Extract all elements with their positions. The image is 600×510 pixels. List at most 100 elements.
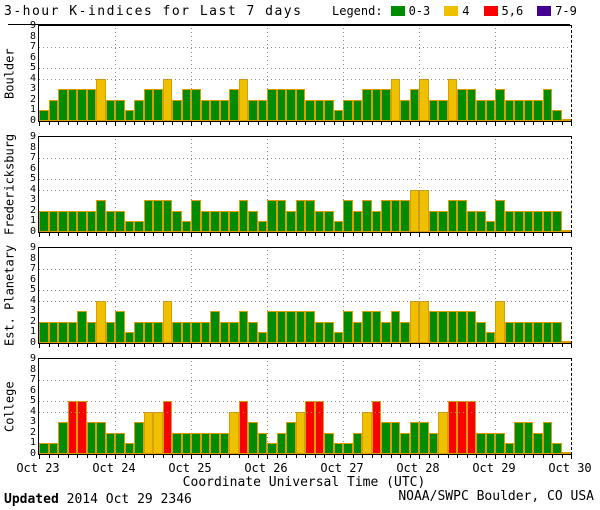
y-axis-tick-label: 7 <box>29 374 36 385</box>
x-axis-tick <box>220 122 221 125</box>
kindex-panel-est-planetary: 0 1 2 3 4 5 6 7 8 9 Est. Planetary <box>3 243 572 348</box>
x-axis-tick <box>543 122 544 125</box>
x-axis-tick <box>353 122 354 125</box>
k-index-bar <box>229 322 239 343</box>
k-index-bar <box>115 311 125 343</box>
k-index-bar <box>457 311 467 343</box>
kindex-panel-fredericksburg: 0 1 2 3 4 5 6 7 8 9 Fredericksburg <box>3 132 572 237</box>
x-axis-tick <box>286 344 287 347</box>
x-axis-tick <box>191 455 192 459</box>
x-axis-tick <box>429 233 430 236</box>
x-axis-tick <box>419 233 420 237</box>
k-index-bar <box>362 200 372 232</box>
k-index-bar <box>533 322 543 343</box>
x-axis-tick <box>115 455 116 459</box>
k-index-bar <box>153 89 163 121</box>
k-index-bar <box>39 322 49 343</box>
k-index-bar <box>124 443 134 454</box>
y-axis-tick-label: 9 <box>29 353 36 364</box>
y-axis-tick-label: 8 <box>29 31 36 42</box>
x-axis-tick <box>96 344 97 347</box>
k-index-bar <box>219 322 229 343</box>
x-axis-tick <box>486 455 487 458</box>
k-index-bar <box>77 401 87 454</box>
k-index-bar <box>86 211 96 232</box>
x-axis-tick <box>457 344 458 347</box>
legend-item-label: 0-3 <box>408 4 431 18</box>
x-axis-tick <box>39 122 40 126</box>
x-axis-tick <box>362 344 363 347</box>
x-axis-tick <box>286 233 287 236</box>
k-index-bar <box>105 211 115 232</box>
y-axis-tick-label: 3 <box>29 83 36 94</box>
x-axis-tick <box>315 455 316 458</box>
k-index-bar <box>371 211 381 232</box>
k-index-bar <box>248 100 258 121</box>
k-index-bar <box>457 89 467 121</box>
v-gridline-day <box>115 359 116 454</box>
k-index-bar <box>105 433 115 454</box>
k-index-bar <box>438 311 448 343</box>
x-axis-tick <box>343 233 344 237</box>
k-index-bar <box>400 433 410 454</box>
x-axis-tick <box>267 344 268 348</box>
k-index-bar <box>561 230 571 232</box>
x-axis-tick <box>372 455 373 458</box>
x-axis-tick <box>296 122 297 125</box>
x-axis-tick <box>305 344 306 347</box>
k-index-bar <box>267 311 277 343</box>
k-index-bar <box>561 452 571 454</box>
k-index-bar <box>162 401 172 454</box>
x-axis-tick <box>125 233 126 236</box>
x-axis-tick <box>505 344 506 347</box>
x-axis-tick <box>106 455 107 458</box>
x-axis-tick <box>68 233 69 236</box>
k-index-bar <box>466 401 476 454</box>
x-axis-tick <box>220 455 221 458</box>
v-gridline-day <box>343 248 344 343</box>
k-index-bar <box>39 211 49 232</box>
k-index-bar <box>428 311 438 343</box>
k-index-bar <box>314 211 324 232</box>
header-separator-line <box>8 24 570 25</box>
k-index-bar <box>181 89 191 121</box>
x-axis-day-label: Oct 24 <box>92 461 136 475</box>
k-index-bar <box>533 211 543 232</box>
k-index-bar <box>305 311 315 343</box>
x-axis-tick <box>182 122 183 125</box>
y-axis-tick-label: 8 <box>29 364 36 375</box>
y-axis-tick-label: 0 <box>29 337 36 348</box>
k-index-bar <box>371 89 381 121</box>
v-gridline-day <box>495 137 496 232</box>
k-index-bar <box>210 311 220 343</box>
k-index-bar <box>409 190 419 232</box>
v-gridline-day <box>343 359 344 454</box>
k-index-bar <box>143 322 153 343</box>
legend-item-7-9: 7-9 <box>537 4 577 18</box>
x-axis-tick <box>153 122 154 125</box>
h-gridline-k7 <box>39 158 571 159</box>
x-axis-tick <box>381 122 382 125</box>
k-index-bar <box>400 100 410 121</box>
k-index-bar <box>39 443 49 454</box>
k-index-bar <box>181 433 191 454</box>
x-axis-tick <box>267 455 268 459</box>
v-gridline-day <box>419 137 420 232</box>
x-axis-tick <box>381 233 382 236</box>
k-index-bar <box>381 322 391 343</box>
x-axis-tick <box>505 122 506 125</box>
x-axis-tick <box>533 344 534 347</box>
x-axis-tick <box>172 122 173 125</box>
y-axis-tick-label: 4 <box>29 184 36 195</box>
x-axis-tick <box>58 455 59 458</box>
x-axis-tick <box>172 344 173 347</box>
station-label: College <box>2 381 17 432</box>
x-axis-tick <box>324 233 325 236</box>
updated-text: Updated 2014 Oct 29 2346 <box>4 492 192 507</box>
k-index-bar <box>533 433 543 454</box>
k-index-bar <box>466 211 476 232</box>
x-axis-tick <box>448 233 449 236</box>
legend-item-label: 5,6 <box>501 4 524 18</box>
x-axis-tick <box>229 233 230 236</box>
x-axis-tick <box>381 344 382 347</box>
